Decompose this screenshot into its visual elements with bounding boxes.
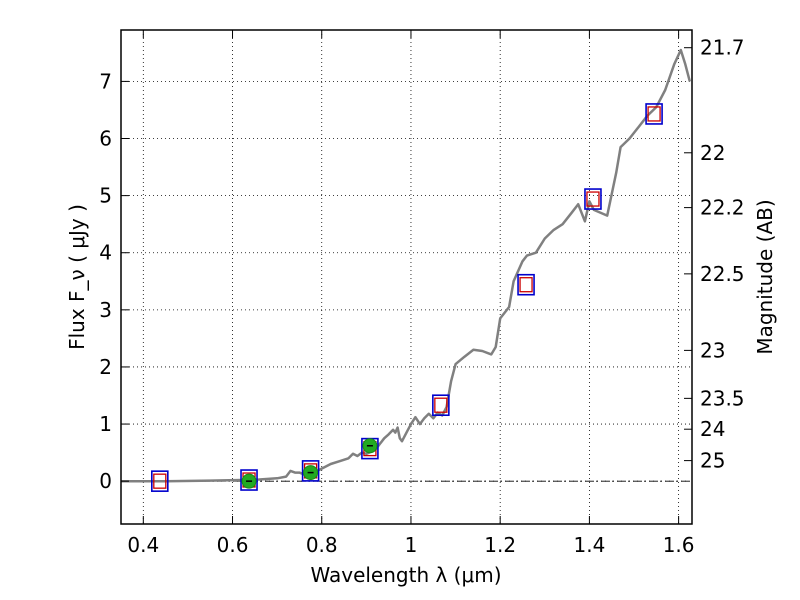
x-tick-label: 1.2 (484, 533, 516, 557)
y-tick-label: 2 (99, 355, 112, 379)
x-axis-title: Wavelength λ (μm) (310, 563, 501, 587)
model-flux-box (151, 470, 169, 492)
y-axis-title: Flux F_ν ( μJy ) (65, 204, 89, 350)
observed-flux-box (434, 397, 448, 413)
x-tick-label: 0.6 (217, 533, 249, 557)
magnitude-tick-labels: 21.7 22 22.2 22.5 23 23.5 24 25 (700, 36, 745, 473)
marker-layer (151, 103, 663, 492)
magnitude-tick-label: 22 (700, 141, 725, 165)
y-tick-labels: 0 1 2 3 4 5 6 7 (99, 69, 112, 493)
magnitude-tick-label: 23.5 (700, 386, 745, 410)
plot-background (121, 30, 692, 524)
model-flux-box (645, 103, 663, 125)
magnitude-tick-label: 24 (700, 417, 725, 441)
y-tick-label: 5 (99, 184, 112, 208)
y-tick-label: 4 (99, 241, 112, 265)
model-flux-box (517, 273, 535, 296)
observed-flux-box (586, 191, 600, 207)
y-tick-label: 6 (99, 127, 112, 151)
y-tick-label: 3 (99, 298, 112, 322)
x-tick-label: 0.8 (306, 533, 338, 557)
x-tick-label: 1.4 (573, 533, 605, 557)
plot-frame (120, 29, 693, 525)
x-tick-labels: 0.4 0.6 0.8 1 1.2 1.4 1.6 (127, 533, 694, 557)
model-flux-box (301, 460, 320, 482)
x-tick-label: 0.4 (127, 533, 159, 557)
magnitude-tick-label: 22.5 (700, 262, 745, 286)
y-tick-label: 7 (99, 69, 112, 93)
observed-flux-box (519, 277, 533, 293)
x-tick-label: 1.6 (663, 533, 695, 557)
y-tick-label: 1 (99, 412, 112, 436)
ticks (121, 30, 692, 524)
magnitude-tick-label: 23 (700, 338, 725, 362)
right-axis-title: Magnitude (AB) (753, 199, 777, 354)
model-flux-box (432, 394, 450, 417)
magnitude-tick-label: 25 (700, 449, 725, 473)
observed-flux-box (647, 106, 661, 122)
model-flux-box (584, 188, 602, 210)
y-tick-label: 0 (99, 469, 112, 493)
observed-flux-box (153, 473, 167, 489)
magnitude-tick-label: 21.7 (700, 36, 745, 60)
magnitude-tick-label: 22.2 (700, 196, 745, 220)
model-flux-box (240, 469, 258, 491)
x-tick-label: 1 (405, 533, 418, 557)
